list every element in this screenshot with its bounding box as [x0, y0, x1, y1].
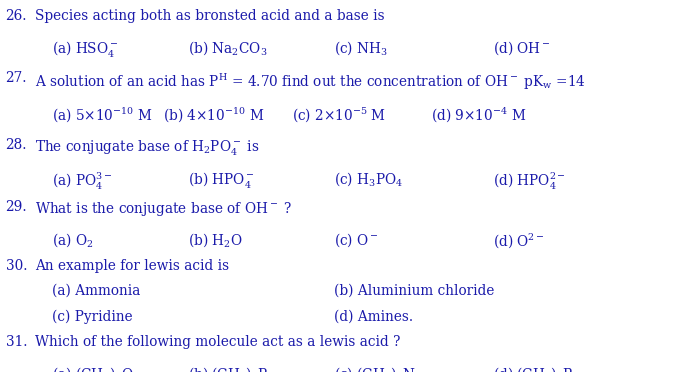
Text: (a) Ammonia: (a) Ammonia	[52, 283, 140, 298]
Text: The conjugate base of $\mathregular{H_2PO_4^-}$ is: The conjugate base of $\mathregular{H_2P…	[35, 138, 259, 157]
Text: (c) $\mathregular{O^-}$: (c) $\mathregular{O^-}$	[334, 231, 378, 249]
Text: 29.: 29.	[6, 200, 27, 214]
Text: (d) Amines.: (d) Amines.	[334, 310, 413, 324]
Text: (d) $\mathregular{HPO_4^{2-}}$: (d) $\mathregular{HPO_4^{2-}}$	[493, 170, 566, 192]
Text: (c) $\mathregular{2{\times}10^{-5}}$ M: (c) $\mathregular{2{\times}10^{-5}}$ M	[292, 105, 386, 124]
Text: 28.: 28.	[6, 138, 27, 153]
Text: (b) $\mathregular{4{\times}10^{-10}}$ M: (b) $\mathregular{4{\times}10^{-10}}$ M	[163, 105, 265, 124]
Text: (b) $\mathregular{HPO_4^-}$: (b) $\mathregular{HPO_4^-}$	[188, 170, 254, 190]
Text: (a) $\mathregular{HSO_4^-}$: (a) $\mathregular{HSO_4^-}$	[52, 39, 119, 59]
Text: (a) $\mathregular{5{\times}10^{-10}}$ M: (a) $\mathregular{5{\times}10^{-10}}$ M	[52, 105, 153, 124]
Text: (d) $\mathregular{(CH_3)_3B}$: (d) $\mathregular{(CH_3)_3B}$	[493, 365, 574, 372]
Text: 30.: 30.	[6, 259, 27, 273]
Text: (a) $\mathregular{PO_4^{3-}}$: (a) $\mathregular{PO_4^{3-}}$	[52, 170, 113, 192]
Text: (c) $\mathregular{H_3PO_4}$: (c) $\mathregular{H_3PO_4}$	[334, 170, 402, 188]
Text: (c) Pyridine: (c) Pyridine	[52, 310, 133, 324]
Text: (d) $\mathregular{9{\times}10^{-4}}$ M: (d) $\mathregular{9{\times}10^{-4}}$ M	[431, 105, 526, 124]
Text: What is the conjugate base of $\mathregular{OH^-}$ ?: What is the conjugate base of $\mathregu…	[35, 200, 292, 218]
Text: 31.: 31.	[6, 335, 27, 349]
Text: (d) $\mathregular{O^{2-}}$: (d) $\mathregular{O^{2-}}$	[493, 231, 546, 250]
Text: An example for lewis acid is: An example for lewis acid is	[35, 259, 229, 273]
Text: (a) $\mathregular{(CH_3)_2O}$: (a) $\mathregular{(CH_3)_2O}$	[52, 365, 133, 372]
Text: 27.: 27.	[6, 71, 27, 86]
Text: (c) $\mathregular{(CH_3)_3N}$: (c) $\mathregular{(CH_3)_3N}$	[334, 365, 416, 372]
Text: (d) $\mathregular{OH^-}$: (d) $\mathregular{OH^-}$	[493, 39, 551, 57]
Text: (b) $\mathregular{(CH_3)_3P}$: (b) $\mathregular{(CH_3)_3P}$	[188, 365, 268, 372]
Text: A solution of an acid has $\mathregular{P^H}$ = 4.70 find out the concentration : A solution of an acid has $\mathregular{…	[35, 71, 586, 92]
Text: (b) Aluminium chloride: (b) Aluminium chloride	[334, 283, 494, 298]
Text: (a) $\mathregular{O_2}$: (a) $\mathregular{O_2}$	[52, 231, 94, 249]
Text: (b) $\mathregular{H_2O}$: (b) $\mathregular{H_2O}$	[188, 231, 242, 249]
Text: Which of the following molecule act as a lewis acid ?: Which of the following molecule act as a…	[35, 335, 400, 349]
Text: 26.: 26.	[6, 9, 27, 23]
Text: (c) $\mathregular{NH_3}$: (c) $\mathregular{NH_3}$	[334, 39, 388, 57]
Text: Species acting both as bronsted acid and a base is: Species acting both as bronsted acid and…	[35, 9, 384, 23]
Text: (b) $\mathregular{Na_2CO_3}$: (b) $\mathregular{Na_2CO_3}$	[188, 39, 267, 57]
